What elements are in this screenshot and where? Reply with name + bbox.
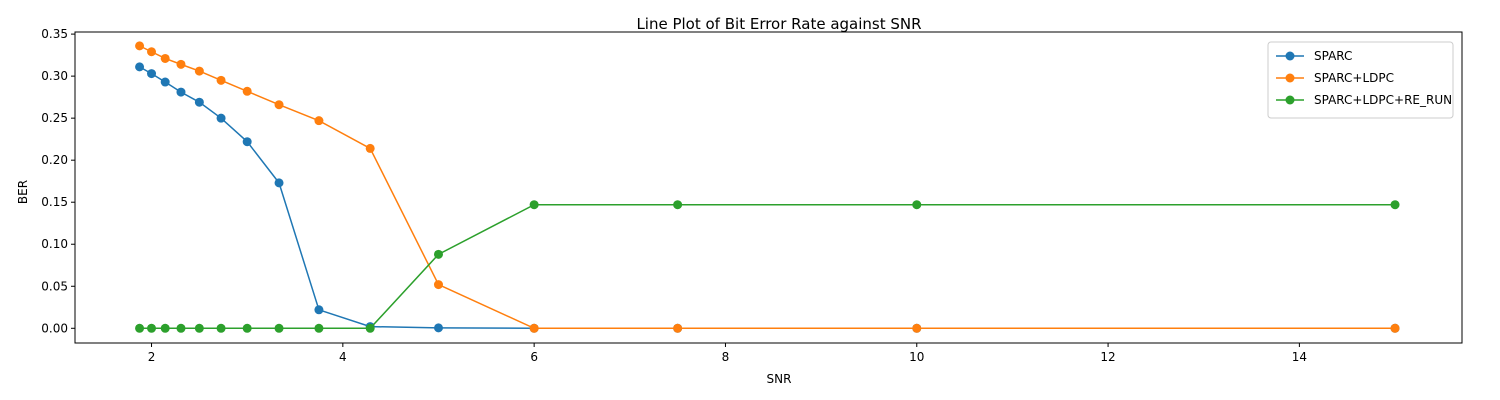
legend-entry: SPARC (1276, 49, 1352, 63)
y-tick-label: 0.25 (41, 111, 68, 125)
y-tick-label: 0.30 (41, 69, 68, 83)
data-point (147, 47, 157, 57)
x-axis-label: SNR (767, 372, 792, 386)
data-point (135, 41, 145, 51)
series-line (139, 203, 1396, 330)
x-tick-label: 2 (148, 350, 156, 364)
x-tick-label: 10 (909, 350, 924, 364)
data-point (314, 305, 324, 315)
data-point (433, 249, 443, 259)
legend-box (1267, 41, 1454, 119)
data-point (216, 113, 226, 123)
y-tick-label: 0.20 (41, 153, 68, 167)
data-point (1390, 323, 1400, 333)
data-point (216, 323, 226, 333)
legend-marker (1285, 95, 1295, 105)
data-point (242, 137, 252, 147)
data-point (365, 143, 375, 153)
data-point (274, 178, 284, 188)
legend-entry: SPARC+LDPC (1276, 71, 1394, 85)
x-tick-label: 12 (1100, 350, 1115, 364)
y-tick-label: 0.05 (41, 279, 68, 293)
data-point (176, 323, 186, 333)
data-point (147, 323, 157, 333)
y-tick-label: 0.15 (41, 195, 68, 209)
legend: SPARC SPARC+LDPC SPARC+LDPC+RE_RUN (1267, 41, 1454, 119)
data-point (216, 75, 226, 85)
data-point (160, 53, 170, 63)
legend-entry: SPARC+LDPC+RE_RUN (1276, 93, 1452, 107)
series-0 (135, 62, 1400, 333)
data-point (160, 77, 170, 87)
data-point (365, 323, 375, 333)
data-point (176, 59, 186, 69)
data-point (673, 323, 683, 333)
series-line (139, 66, 1396, 330)
data-point (194, 97, 204, 107)
data-point (135, 62, 145, 72)
data-point (194, 66, 204, 76)
data-point (529, 200, 539, 210)
data-point (176, 87, 186, 97)
data-point (912, 323, 922, 333)
data-point (673, 200, 683, 210)
plot-series-group (135, 41, 1400, 333)
data-point (912, 200, 922, 210)
y-tick-label: 0.10 (41, 237, 68, 251)
x-tick-label: 8 (722, 350, 730, 364)
x-tick-label: 6 (530, 350, 538, 364)
y-tick-label: 0.00 (41, 321, 68, 335)
data-point (314, 323, 324, 333)
x-axis-ticks: 2 4 6 8 10 12 14 (148, 343, 1307, 364)
data-point (433, 323, 443, 333)
legend-label: SPARC+LDPC+RE_RUN (1314, 93, 1452, 107)
x-tick-label: 4 (339, 350, 347, 364)
data-point (529, 323, 539, 333)
axes-frame (74, 31, 1463, 344)
legend-marker (1285, 73, 1295, 83)
data-point (274, 323, 284, 333)
legend-marker (1285, 51, 1295, 61)
data-point (274, 100, 284, 110)
series-1 (135, 41, 1400, 333)
data-point (194, 323, 204, 333)
chart-title: Line Plot of Bit Error Rate against SNR (636, 15, 921, 33)
data-point (242, 323, 252, 333)
data-point (314, 116, 324, 126)
data-point (433, 280, 443, 290)
data-point (160, 323, 170, 333)
x-tick-label: 14 (1292, 350, 1307, 364)
legend-label: SPARC (1314, 49, 1352, 63)
data-point (1390, 200, 1400, 210)
y-tick-label: 0.35 (41, 27, 68, 41)
data-point (147, 69, 157, 79)
legend-label: SPARC+LDPC (1314, 71, 1394, 85)
data-point (135, 323, 145, 333)
y-axis-label: BER (16, 180, 30, 204)
y-axis-ticks: 0.00 0.05 0.10 0.15 0.20 0.25 0.30 0.35 (41, 27, 75, 335)
series-line (139, 45, 1396, 330)
series-2 (135, 200, 1400, 333)
plot-frame (74, 31, 1463, 344)
data-point (242, 86, 252, 96)
